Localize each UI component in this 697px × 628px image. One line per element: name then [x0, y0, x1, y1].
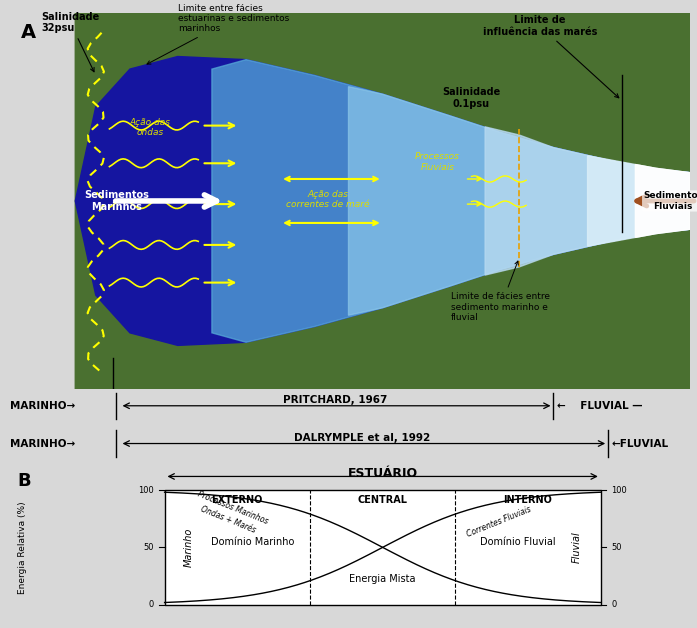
Text: Fluvial: Fluvial [572, 531, 582, 563]
Text: Salinidade
32psu: Salinidade 32psu [41, 12, 100, 72]
Text: B: B [17, 472, 31, 490]
Text: Ação das
correntes de maré: Ação das correntes de maré [286, 190, 369, 209]
Text: Domínio Fluvial: Domínio Fluvial [480, 537, 556, 546]
Polygon shape [636, 165, 690, 237]
Text: EXTERNO: EXTERNO [212, 495, 263, 505]
Polygon shape [588, 156, 690, 246]
Text: 100: 100 [611, 485, 627, 495]
Text: 50: 50 [611, 543, 622, 552]
Text: ESTUÁRIO: ESTUÁRIO [348, 467, 418, 480]
Text: Limite de fácies entre
sedimento marinho e
fluvial: Limite de fácies entre sedimento marinho… [451, 261, 550, 322]
Text: 100: 100 [138, 485, 154, 495]
Text: 0: 0 [611, 600, 616, 609]
Text: A: A [21, 23, 36, 41]
Text: Marinho: Marinho [183, 528, 193, 567]
Text: CENTRAL: CENTRAL [358, 495, 408, 505]
Text: INTERNO: INTERNO [504, 495, 553, 505]
Text: Limite entre fácies
estuarinas e sedimentos
marinhos: Limite entre fácies estuarinas e sedimen… [147, 4, 289, 64]
Text: DALRYMPLE et al, 1992: DALRYMPLE et al, 1992 [294, 433, 430, 443]
Polygon shape [75, 201, 690, 389]
Polygon shape [485, 127, 690, 275]
FancyBboxPatch shape [164, 490, 601, 605]
Text: ←    FLUVIAL —: ← FLUVIAL — [557, 401, 643, 411]
Text: Processos
Fluviais: Processos Fluviais [415, 152, 460, 171]
Text: 0: 0 [149, 600, 154, 609]
Text: Processos Marinhos: Processos Marinhos [196, 489, 269, 526]
Text: Ação das
ondas: Ação das ondas [130, 117, 171, 137]
Text: ←FLUVIAL: ←FLUVIAL [611, 438, 668, 448]
Text: Limite de
influência das marés: Limite de influência das marés [482, 15, 619, 98]
Text: Energia Relativa (%): Energia Relativa (%) [18, 501, 27, 593]
Text: Sedimentos
Marinhos: Sedimentos Marinhos [84, 190, 148, 212]
Polygon shape [75, 57, 690, 345]
Text: MARINHO→: MARINHO→ [10, 401, 76, 411]
Text: Energia Mista: Energia Mista [349, 575, 416, 585]
Polygon shape [212, 60, 690, 342]
Text: Salinidade
0.1psu: Salinidade 0.1psu [443, 87, 500, 109]
Text: Ondas + Marés: Ondas + Marés [199, 505, 256, 535]
Polygon shape [75, 13, 690, 201]
Text: 50: 50 [144, 543, 154, 552]
Text: Sedimentos
Fluviais: Sedimentos Fluviais [643, 192, 697, 210]
Text: PRITCHARD, 1967: PRITCHARD, 1967 [283, 395, 387, 405]
Text: Domínio Marinho: Domínio Marinho [211, 537, 295, 546]
Polygon shape [348, 87, 690, 315]
Text: Correntes Fluviais: Correntes Fluviais [466, 505, 533, 539]
Text: MARINHO→: MARINHO→ [10, 438, 76, 448]
